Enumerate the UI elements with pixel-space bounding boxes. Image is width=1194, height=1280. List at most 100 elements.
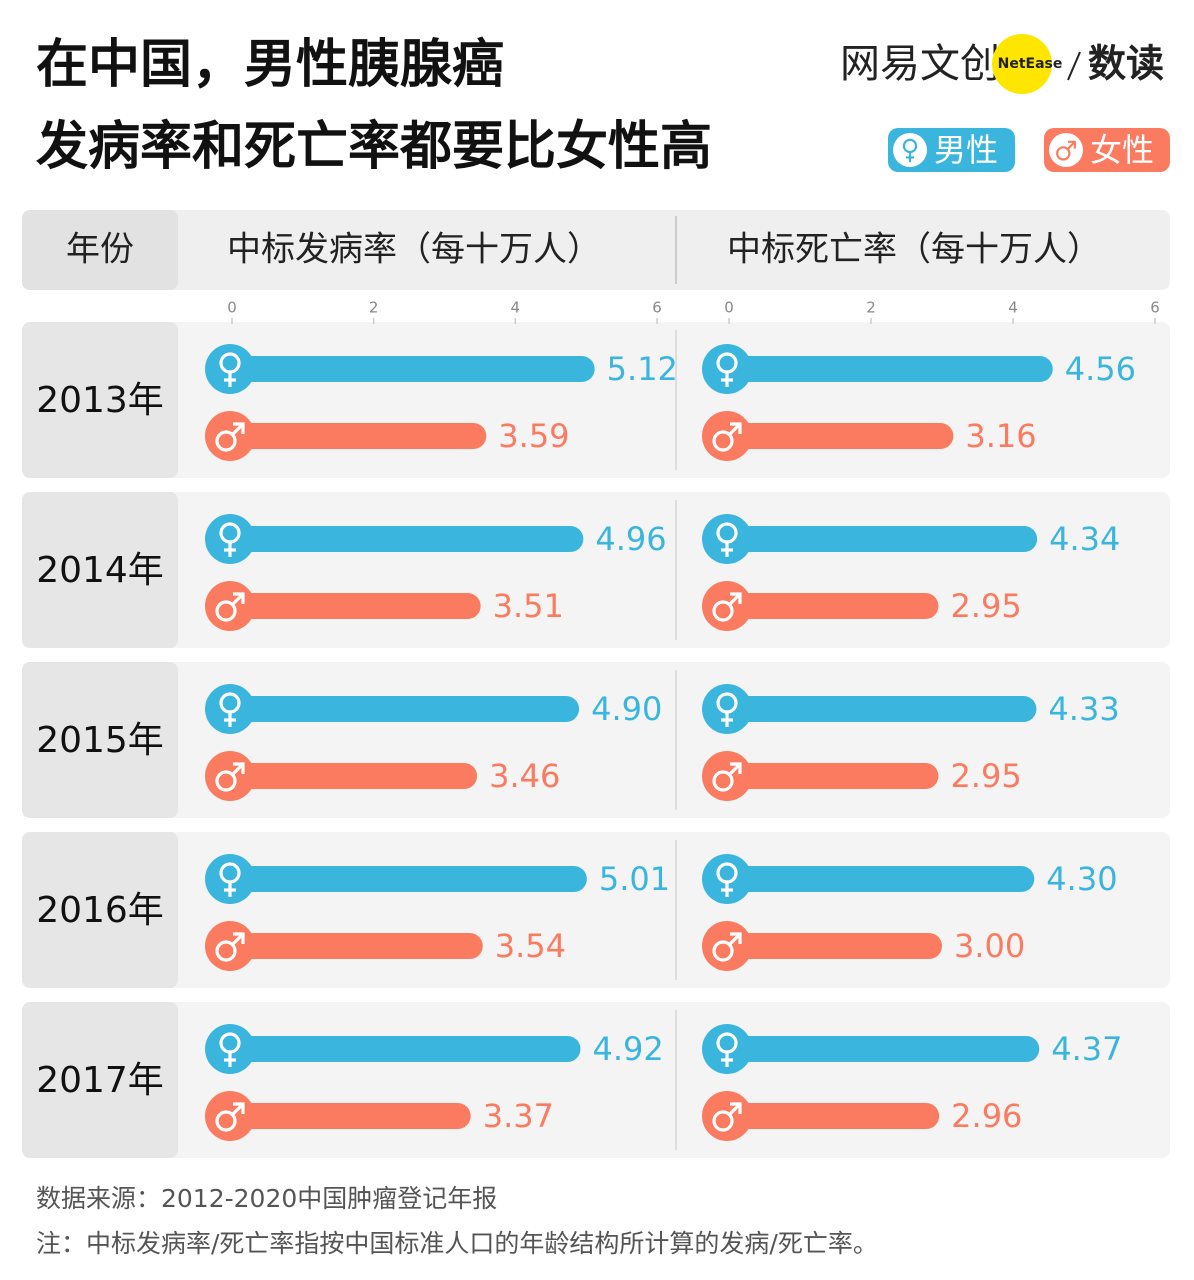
- year-cell: [22, 832, 178, 988]
- icon-glyph: [215, 770, 237, 792]
- value-label: 5.01: [599, 860, 670, 898]
- icon-circle: [205, 514, 255, 564]
- panel-title: 中标发病率（每十万人）: [227, 230, 601, 270]
- icon-glyph: [1066, 141, 1075, 151]
- icon-circle: [205, 921, 255, 971]
- bar: [212, 423, 487, 449]
- value-label: 4.33: [1048, 690, 1119, 728]
- year-label: 2014年: [36, 550, 164, 591]
- icon-glyph: [230, 763, 244, 777]
- value-label: 4.90: [591, 690, 662, 728]
- icon-circle: [205, 684, 255, 734]
- source: 数据来源：2012-2020中国肿瘤登记年报: [36, 1184, 497, 1213]
- legend-label: 女性: [1090, 131, 1154, 169]
- icon-glyph: [712, 430, 734, 452]
- value-label: 3.54: [495, 927, 566, 965]
- logo-dot: [992, 34, 1052, 94]
- icon-glyph: [730, 1102, 742, 1114]
- value-label: 2.96: [951, 1097, 1022, 1135]
- x-tick-label: 4: [1008, 299, 1018, 317]
- value-label: 4.56: [1065, 350, 1136, 388]
- title-line: 在中国，男性胰腺癌: [36, 35, 504, 95]
- value-label: 3.59: [498, 417, 569, 455]
- bar: [709, 593, 939, 619]
- x-tick-label: 2: [866, 299, 876, 317]
- icon-circle: [205, 854, 255, 904]
- icon-glyph: [712, 940, 734, 962]
- year-header: 年份: [66, 230, 134, 270]
- icon-glyph: [727, 933, 741, 947]
- value-label: 4.37: [1051, 1030, 1122, 1068]
- year-label: 2016年: [36, 890, 164, 931]
- icon-circle: [205, 751, 255, 801]
- header-year-cell: [22, 210, 178, 290]
- bar: [709, 763, 939, 789]
- bar: [709, 696, 1037, 722]
- icon-circle: [893, 133, 927, 167]
- bar: [709, 933, 942, 959]
- icon-glyph: [727, 593, 741, 607]
- value-label: 4.92: [593, 1030, 664, 1068]
- icon-glyph: [233, 932, 245, 944]
- value-label: 2.95: [950, 587, 1021, 625]
- icon-glyph: [230, 423, 244, 437]
- value-label: 3.37: [483, 1097, 554, 1135]
- year-cell: [22, 492, 178, 648]
- icon-circle: [702, 751, 752, 801]
- x-tick-label: 0: [227, 299, 237, 317]
- bar: [212, 1103, 471, 1129]
- x-tick-label: 0: [724, 299, 734, 317]
- icon-glyph: [233, 422, 245, 434]
- icon-circle: [702, 1024, 752, 1074]
- bar: [212, 763, 478, 789]
- bar: [212, 526, 584, 552]
- bar: [212, 1036, 581, 1062]
- logo-brand: 网易文创: [840, 41, 1000, 87]
- bar: [212, 593, 481, 619]
- year-cell: [22, 662, 178, 818]
- icon-glyph: [233, 1102, 245, 1114]
- bar: [212, 696, 580, 722]
- bar: [709, 356, 1053, 382]
- icon-glyph: [730, 762, 742, 774]
- icon-glyph: [230, 593, 244, 607]
- icon-glyph: [215, 600, 237, 622]
- icon-glyph: [727, 763, 741, 777]
- icon-circle: [205, 1091, 255, 1141]
- icon-glyph: [712, 770, 734, 792]
- icon-circle: [702, 411, 752, 461]
- logo-badge: NetEase: [998, 56, 1063, 72]
- x-tick-label: 6: [1150, 299, 1160, 317]
- bar: [709, 1036, 1040, 1062]
- icon-circle: [1049, 133, 1083, 167]
- year-label: 2013年: [36, 380, 164, 421]
- icon-circle: [702, 684, 752, 734]
- icon-circle: [702, 854, 752, 904]
- icon-glyph: [712, 1110, 734, 1132]
- value-label: 4.30: [1046, 860, 1117, 898]
- x-tick-label: 4: [511, 299, 521, 317]
- icon-glyph: [230, 1103, 244, 1117]
- icon-glyph: [215, 430, 237, 452]
- value-label: 4.34: [1049, 520, 1120, 558]
- icon-circle: [205, 344, 255, 394]
- icon-glyph: [233, 762, 245, 774]
- year-label: 2015年: [36, 720, 164, 761]
- icon-circle: [702, 514, 752, 564]
- title-line: 发病率和死亡率都要比女性高: [36, 117, 712, 177]
- value-label: 3.00: [954, 927, 1025, 965]
- icon-circle: [702, 1091, 752, 1141]
- value-label: 3.51: [493, 587, 564, 625]
- bar: [709, 866, 1035, 892]
- note: 注：中标发病率/死亡率指按中国标准人口的年龄结构所计算的发病/死亡率。: [36, 1229, 878, 1258]
- value-label: 5.12: [607, 350, 678, 388]
- icon-glyph: [1056, 146, 1071, 161]
- icon-circle: [702, 344, 752, 394]
- panel-title: 中标死亡率（每十万人）: [727, 230, 1101, 270]
- icon-glyph: [730, 932, 742, 944]
- icon-glyph: [730, 422, 742, 434]
- icon-glyph: [233, 592, 245, 604]
- icon-circle: [205, 411, 255, 461]
- x-tick-label: 2: [369, 299, 379, 317]
- value-label: 3.46: [489, 757, 560, 795]
